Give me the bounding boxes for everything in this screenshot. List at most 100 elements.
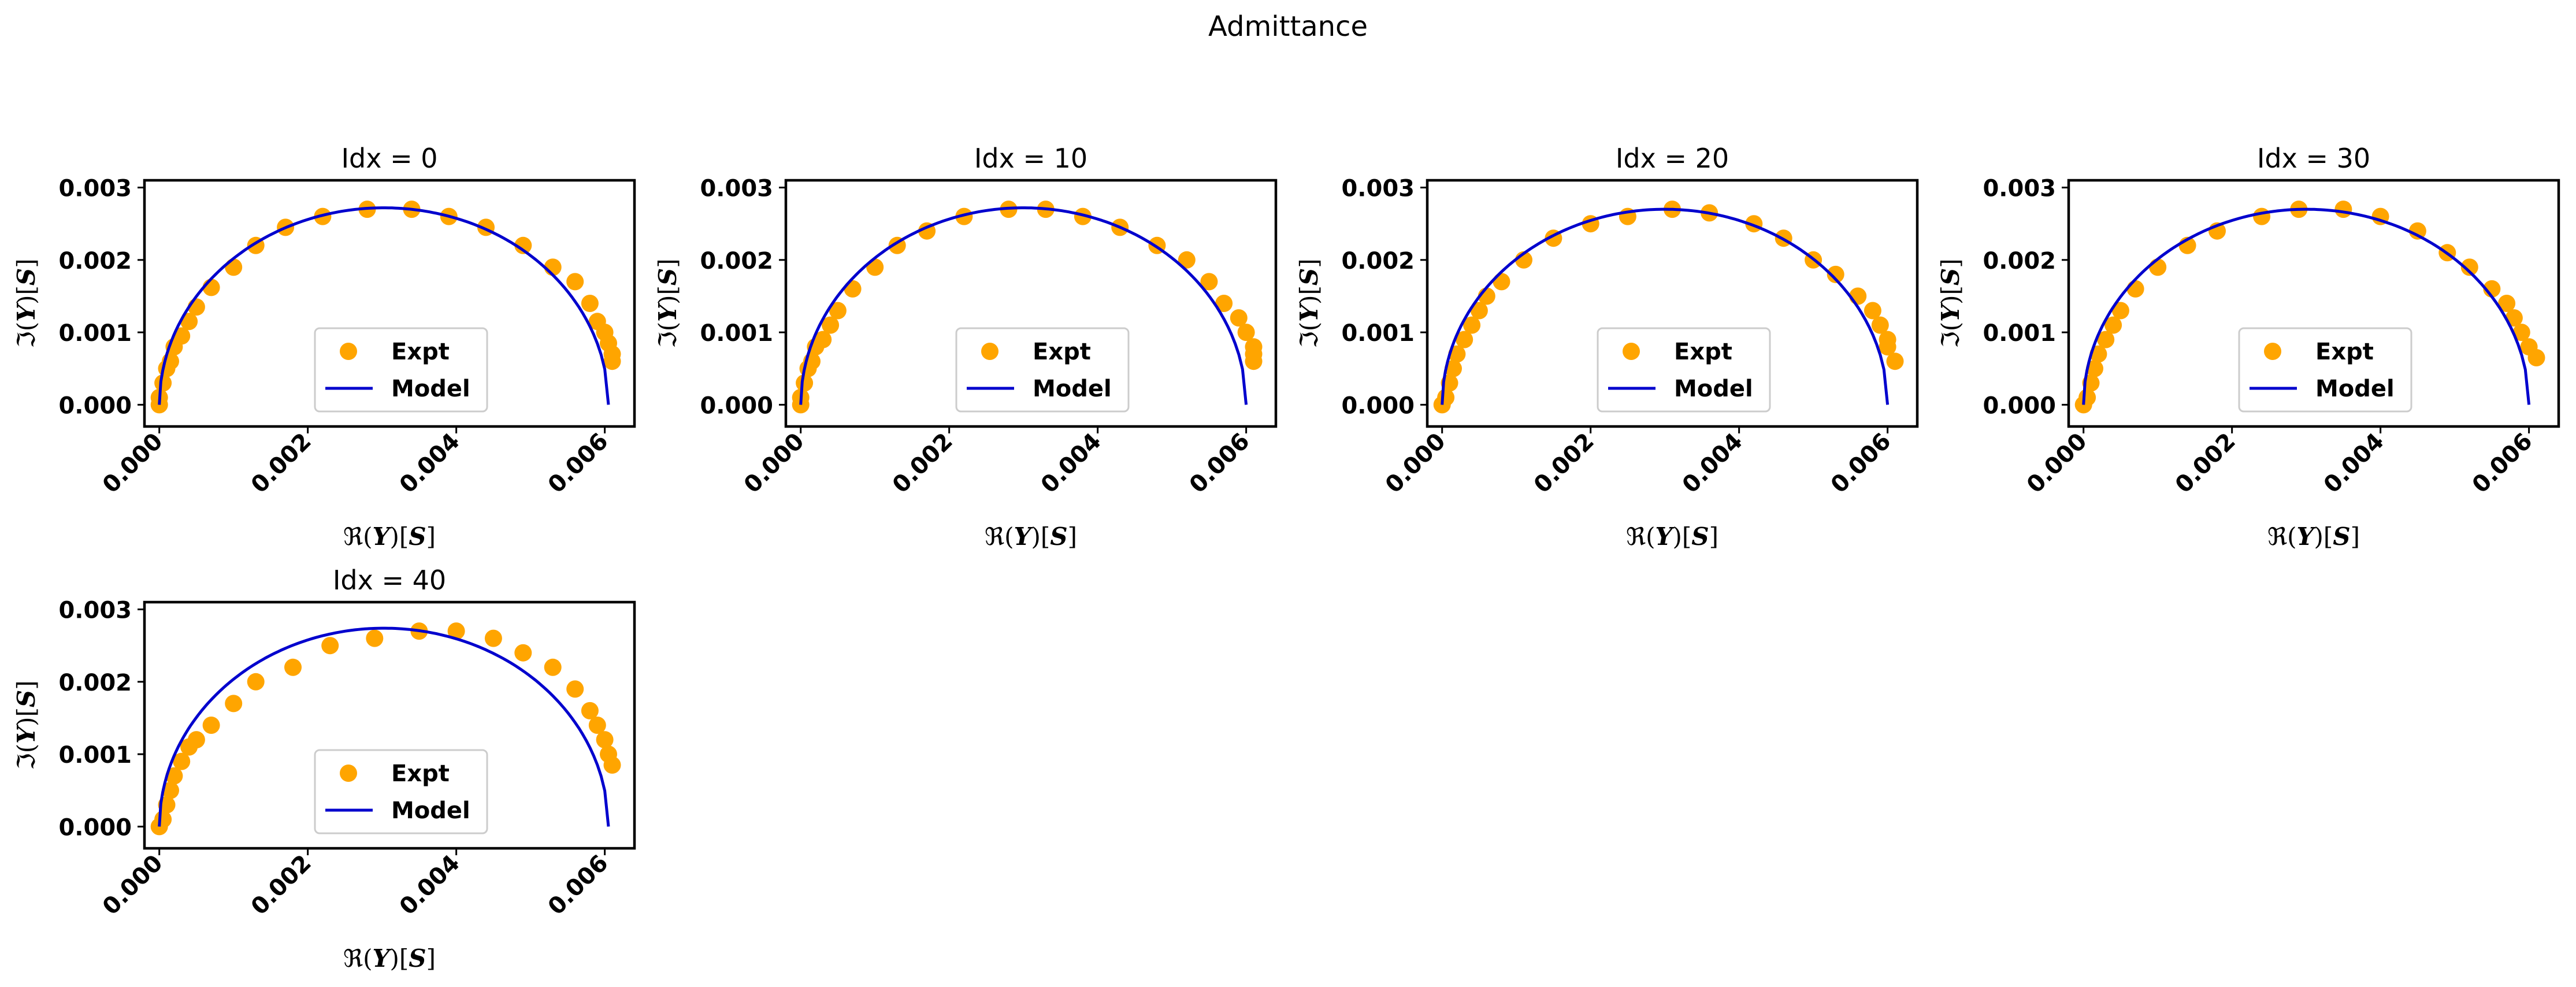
expt-point	[1456, 331, 1473, 348]
subplot-0: Idx = 0 0.000 0.001 0.002 0.003 0.000 0.002 0.0…	[12, 143, 636, 551]
y-tick-label: 0.001	[58, 320, 132, 347]
expt-point	[2527, 349, 2545, 366]
expt-point	[2149, 258, 2167, 276]
x-tick-label: 0.002	[2170, 428, 2241, 499]
expt-point	[2512, 324, 2530, 342]
expt-point	[514, 236, 532, 254]
x-tick-label: 0.006	[2467, 428, 2538, 499]
figure-title: Admittance	[1208, 10, 1368, 43]
legend: Expt Model	[314, 327, 488, 413]
model-line	[2082, 207, 2531, 405]
legend-expt-marker	[1623, 343, 1640, 360]
expt-point	[544, 658, 562, 676]
x-tick-label: 0.004	[395, 428, 465, 499]
expt-point	[173, 752, 191, 770]
expt-point	[1470, 302, 1488, 320]
axes-frame	[2067, 179, 2560, 428]
y-tick-label: 0.002	[1983, 248, 2056, 274]
expt-point	[1215, 295, 1233, 312]
y-tick-label: 0.000	[1341, 392, 1415, 419]
y-tick-label: 0.002	[700, 248, 773, 274]
expt-point	[603, 352, 621, 370]
y-axis-label: ℑ(Y)[S]	[1936, 258, 1965, 348]
x-tick-label: 0.004	[1036, 428, 1107, 499]
y-tick-label: 0.001	[1341, 320, 1415, 347]
y-tick-label: 0.001	[1983, 320, 2056, 347]
expt-point	[321, 637, 339, 655]
legend: Expt Model	[955, 327, 1130, 413]
expt-point	[566, 273, 584, 291]
legend-box	[1597, 327, 1771, 413]
x-tick-label: 0.002	[1529, 428, 1599, 499]
x-axis-label: ℜ(Y)[S]	[1626, 522, 1718, 551]
x-axis-label: ℜ(Y)[S]	[2267, 522, 2360, 551]
legend-box	[314, 327, 488, 413]
expt-point	[1200, 273, 1218, 291]
expt-point	[1493, 273, 1510, 291]
expt-point	[1178, 251, 1196, 269]
subplot-title: Idx = 30	[2257, 143, 2370, 174]
x-tick-label: 0.004	[1677, 428, 1748, 499]
subplot-title: Idx = 0	[341, 143, 437, 174]
y-tick-label: 0.000	[58, 814, 132, 841]
expt-point	[1074, 207, 1092, 225]
y-tick-label: 0.003	[700, 176, 773, 202]
model-line	[158, 626, 610, 827]
legend-label-model: Model	[1674, 376, 1753, 402]
subplot-title: Idx = 40	[333, 565, 446, 596]
y-tick-label: 0.002	[58, 248, 132, 274]
y-tick-label: 0.001	[700, 320, 773, 347]
subplot-title: Idx = 10	[974, 143, 1087, 174]
legend-label-expt: Expt	[391, 339, 450, 365]
subplot-2: Idx = 20 0.000 0.001 0.002 0.003 0.000 0.002 0.…	[1295, 143, 1919, 551]
y-axis-label: ℑ(Y)[S]	[1295, 258, 1323, 348]
x-tick-label: 0.000	[98, 850, 168, 921]
expt-point	[173, 327, 191, 345]
x-tick-label: 0.006	[543, 428, 614, 499]
expt-point	[162, 781, 179, 799]
subplot-title: Idx = 20	[1616, 143, 1729, 174]
expt-point	[2086, 359, 2103, 377]
expt-point	[955, 207, 973, 225]
expt-point	[366, 629, 384, 647]
expt-point	[447, 622, 465, 640]
axes-frame	[784, 179, 1278, 428]
expt-point	[2334, 201, 2352, 218]
y-axis-label: ℑ(Y)[S]	[12, 680, 40, 770]
expt-point	[566, 680, 584, 698]
expt-point	[484, 629, 502, 647]
expt-point	[284, 658, 302, 676]
expt-point	[225, 695, 243, 713]
y-tick-label: 0.000	[1983, 392, 2056, 419]
x-tick-label: 0.006	[1185, 428, 1255, 499]
expt-point	[581, 702, 599, 719]
expt-series	[150, 622, 621, 836]
subplot-3: Idx = 30 0.000 0.001 0.002 0.003 0.000 0.002 0.…	[1936, 143, 2560, 551]
legend-label-model: Model	[2315, 376, 2395, 402]
y-axis-label: ℑ(Y)[S]	[654, 258, 682, 348]
expt-point	[1445, 359, 1462, 377]
x-tick-label: 0.006	[1826, 428, 1896, 499]
expt-point	[844, 280, 862, 298]
expt-point	[2505, 309, 2523, 327]
expt-point	[1463, 316, 1481, 334]
y-tick-label: 0.000	[700, 392, 773, 419]
y-tick-label: 0.002	[58, 670, 132, 696]
y-tick-label: 0.003	[58, 598, 132, 624]
expt-point	[2498, 295, 2516, 312]
subplot-grid: Idx = 0 0.000 0.001 0.002 0.003 0.000 0.002 0.0…	[12, 143, 2560, 973]
expt-point	[1230, 309, 1248, 327]
expt-point	[596, 731, 614, 749]
expt-point	[814, 331, 832, 348]
axes-frame	[143, 600, 636, 850]
expt-point	[1237, 324, 1255, 342]
legend-label-model: Model	[391, 376, 470, 402]
y-tick-label: 0.000	[58, 392, 132, 419]
x-tick-label: 0.002	[888, 428, 958, 499]
expt-point	[2104, 316, 2122, 334]
x-tick-label: 0.002	[246, 428, 317, 499]
x-tick-label: 0.000	[739, 428, 810, 499]
y-tick-label: 0.001	[58, 742, 132, 769]
expt-point	[2078, 388, 2096, 406]
